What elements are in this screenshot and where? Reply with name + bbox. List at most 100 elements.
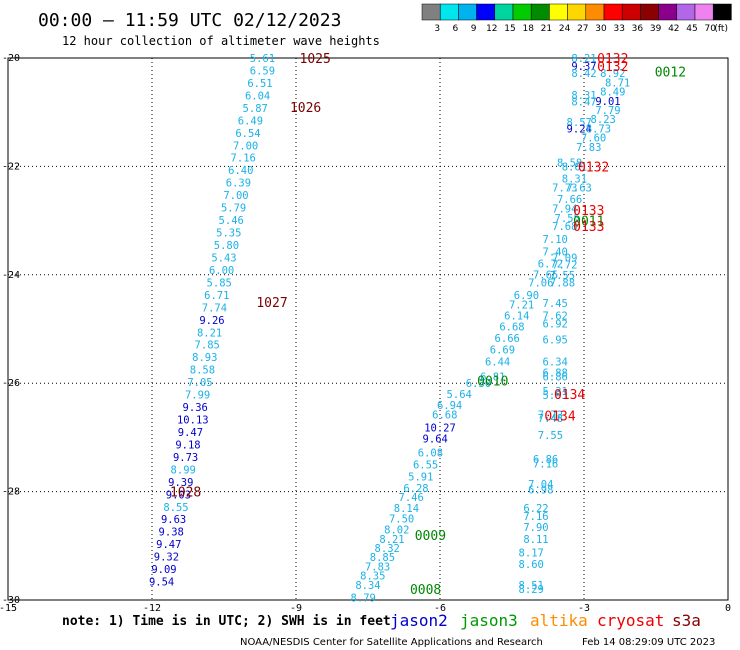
colorbar-swatch: [694, 3, 714, 21]
colorbar-swatch: [476, 3, 496, 21]
colorbar-swatch: [640, 3, 659, 21]
wave-height-value: 5.85: [207, 277, 232, 289]
wave-height-value: 7.46: [399, 492, 424, 504]
wave-height-value: 6.14: [504, 310, 529, 322]
wave-height-value: 7.40: [543, 246, 568, 258]
wave-height-value: 7.50: [389, 514, 414, 526]
colorbar-label: 36: [632, 24, 644, 34]
wave-height-value: 6.40: [228, 165, 253, 177]
colorbar-swatch: [494, 3, 514, 21]
pass-number-label: 0134: [554, 388, 585, 403]
wave-height-value: 6.86: [543, 372, 568, 384]
wave-height-value: 9.18: [175, 439, 200, 451]
wave-height-value: 7.65: [533, 269, 558, 281]
colorbar-label: 21: [541, 24, 552, 34]
chart-title: 00:00 – 11:59 UTC 02/12/2023: [38, 10, 341, 31]
wave-height-value: 7.68: [552, 221, 577, 233]
wave-height-value: 7.00: [223, 190, 248, 202]
colorbar-label: (ft): [714, 24, 728, 34]
wave-height-value: 8.23: [591, 114, 616, 126]
wave-height-value: 8.17: [519, 547, 544, 559]
wave-height-value: 6.94: [437, 400, 462, 412]
pass-number-label: 1026: [290, 101, 321, 116]
wave-height-value: 8.21: [571, 53, 596, 65]
wave-height-value: 5.93: [543, 390, 568, 402]
wave-height-value: 8.29: [519, 584, 544, 596]
wave-height-value: 7.55: [550, 270, 575, 282]
wave-height-value: 6.68: [499, 321, 524, 333]
wave-height-value: 8.42: [571, 68, 596, 80]
wave-height-value: 6.34: [543, 357, 568, 369]
wave-height-value: 8.21: [379, 534, 404, 546]
x-tick-label: 0: [725, 603, 731, 614]
y-tick-label: -22: [2, 161, 20, 172]
wave-height-value: 9.37: [571, 61, 596, 73]
plot-area: -15 -12 -9 -6 -3 0-20-22-24-26-28-30 5.616.59…: [0, 52, 731, 614]
wave-height-value: 8.93: [192, 352, 217, 364]
pass-number-label: 1027: [256, 296, 287, 311]
wave-height-value: 5.87: [243, 103, 268, 115]
wave-height-value: 5.43: [211, 252, 236, 264]
mission-label: cryosat: [597, 611, 664, 630]
colorbar-swatch: [658, 3, 678, 21]
wave-height-value: 6.39: [226, 178, 251, 190]
wave-height-value: 8.34: [355, 580, 380, 592]
wave-height-value: 7.62: [543, 310, 568, 322]
wave-height-value: 5.64: [447, 389, 472, 401]
pass-number-label: 0132: [578, 160, 609, 175]
wave-height-value: 8.49: [600, 87, 625, 99]
pass-number-label: 0133: [573, 204, 604, 219]
wave-height-value: 8.14: [394, 503, 419, 515]
wave-height-value: 9.03: [166, 489, 191, 501]
pass-number-label: 0134: [544, 410, 575, 425]
wave-height-value: 6.49: [238, 115, 263, 127]
colorbar-label: 12: [486, 24, 497, 34]
pass-number-label: 0010: [477, 374, 508, 389]
wave-height-value: 8.73: [586, 123, 611, 135]
y-tick-label: -26: [2, 378, 20, 389]
wave-height-value: 7.00: [233, 140, 258, 152]
wave-height-value: 5.31: [543, 386, 568, 398]
colorbar-swatch: [603, 3, 623, 21]
colorbar-label: 24: [559, 24, 571, 34]
colorbar-swatch: [621, 3, 641, 21]
wave-height-value: 8.71: [605, 77, 630, 89]
wave-height-value: 8.01: [562, 161, 587, 173]
wave-height-value: 7.73: [552, 183, 577, 195]
wave-height-value: 7.06: [528, 277, 553, 289]
wave-height-value: 7.99: [185, 390, 210, 402]
wave-height-value: 9.47: [156, 539, 181, 551]
colorbar-swatch: [512, 3, 532, 21]
wave-height-value: 7.90: [523, 522, 548, 534]
wave-height-value: 5.35: [216, 228, 241, 240]
wave-height-value: 5.80: [214, 240, 239, 252]
colorbar-swatch: [458, 3, 477, 21]
wave-height-value: 7.74: [202, 302, 227, 314]
chart-subtitle: 12 hour collection of altimeter wave hei…: [62, 34, 380, 48]
colorbar-label: 30: [595, 24, 607, 34]
wave-height-value: 9.26: [199, 315, 224, 327]
wave-height-value: 7.79: [595, 105, 620, 117]
x-tick-label: -12: [143, 603, 161, 614]
pass-number-label: 0011: [573, 215, 604, 230]
colorbar-swatch: [567, 3, 587, 21]
x-tick-label: -6: [434, 603, 446, 614]
pass-number-label: 1028: [170, 486, 201, 501]
colorbar-label: 42: [668, 24, 679, 34]
y-tick-label: -28: [2, 487, 20, 498]
wave-height-value: 7.72: [552, 260, 577, 272]
wave-height-value: 7.16: [231, 153, 256, 165]
wave-height-value: 8.58: [557, 158, 582, 170]
colorbar-legend: 3 6 9 12 15 18 21 24 27 30 33 36 39 42 45 70(ft): [421, 3, 732, 34]
wave-height-value: 5.79: [221, 203, 246, 215]
wave-height-value: 6.81: [480, 372, 505, 384]
wave-height-value: 6.86: [533, 454, 558, 466]
footer-timestamp: Feb 14 08:29:09 UTC 2023: [582, 637, 715, 648]
x-tick-label: -15: [0, 603, 17, 614]
wave-height-value: 9.38: [159, 527, 184, 539]
colorbar-swatch: [585, 3, 605, 21]
wave-height-value: 7.09: [552, 252, 577, 264]
wave-height-value: 5.46: [219, 215, 244, 227]
axis-ticks: -15 -12 -9 -6 -3 0-20-22-24-26-28-30: [0, 53, 731, 614]
